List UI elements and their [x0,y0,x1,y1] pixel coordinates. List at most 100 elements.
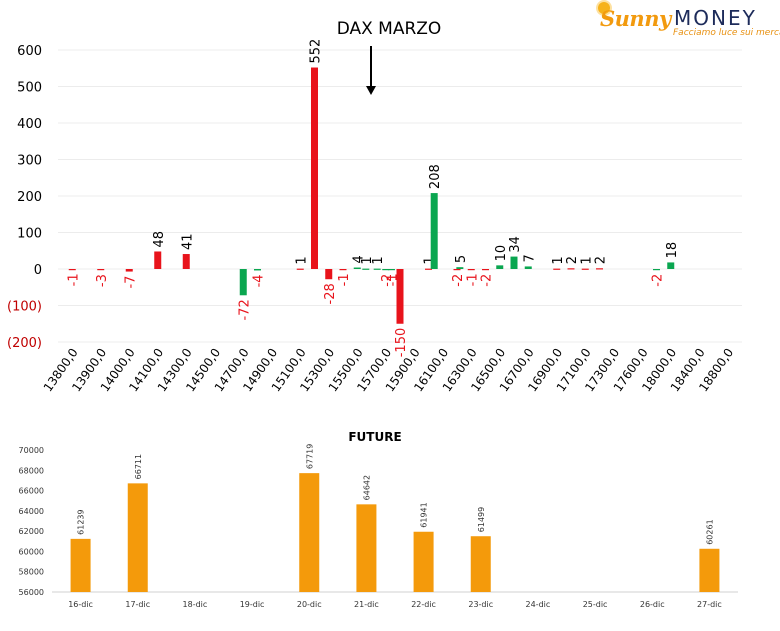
dax-data-label: 2 [594,256,609,264]
dax-data-label: -150 [394,328,409,358]
dax-y-tick-label: 600 [17,44,42,59]
future-chart-title: FUTURE [348,430,401,444]
dax-bar [396,269,404,324]
dax-bar [239,269,247,296]
future-y-tick-label: 60000 [19,547,44,556]
dax-y-tick-label: 400 [17,117,42,132]
dax-bar [125,269,133,272]
future-x-tick-label: 16-dic [68,600,93,609]
future-x-tick-label: 24-dic [526,600,551,609]
dax-bar [430,193,438,269]
dax-data-label: 1 [423,256,438,264]
dax-data-label: 10 [494,245,509,262]
future-x-tick-label: 17-dic [125,600,150,609]
dax-y-tick-label: 300 [17,154,42,169]
dax-bar [311,67,318,270]
dax-data-label: 1 [551,256,566,264]
future-data-label: 66711 [134,454,143,479]
dax-bar [596,268,603,270]
dax-bar [325,269,333,280]
dax-bar [553,268,561,270]
future-bar [70,538,91,592]
dax-data-label: -2 [380,274,395,287]
dax-bar [456,267,464,269]
dax-data-label: -2 [480,274,495,287]
dax-bar [496,265,504,269]
future-bar [470,536,491,592]
dax-y-tick-label: 100 [17,227,42,242]
future-y-tick-label: 58000 [19,568,44,577]
dax-chart-title: DAX MARZO [337,19,442,39]
dax-data-label: 1 [294,256,309,264]
dax-bar [425,268,432,270]
future-y-tick-label: 66000 [19,487,44,496]
future-x-tick-label: 22-dic [411,600,436,609]
dax-bar [362,268,370,270]
dax-bar [653,269,660,271]
dax-data-label: -1 [385,273,400,286]
dax-y-tick-label: 200 [17,190,42,205]
future-x-tick-label: 25-dic [583,600,608,609]
future-bar [299,473,320,592]
dax-bar [353,267,361,269]
dax-data-label: -3 [95,274,110,287]
dax-data-label: 34 [508,236,523,253]
sun-icon [598,2,610,14]
dax-bar [68,269,76,271]
dax-data-label: 48 [152,231,167,248]
dax-data-label: -2 [451,274,466,287]
dax-bar [382,269,390,271]
future-data-label: 67719 [305,444,314,469]
future-y-tick-label: 70000 [19,446,44,455]
dax-y-tick-label: (200) [7,336,42,351]
dax-arrow-head [366,86,376,95]
dax-y-tick-label: (100) [7,300,42,315]
brand-name-money: MONEY [674,6,757,30]
dax-data-label: -2 [651,274,666,287]
future-x-tick-label: 18-dic [183,600,208,609]
future-y-tick-label: 68000 [19,466,44,475]
dax-bar [296,268,304,270]
future-data-label: 61499 [477,507,486,532]
dax-bar [467,269,475,271]
future-bar [699,548,720,592]
dax-data-label: 208 [428,164,443,189]
brand-name-sunny: Sunny [600,6,671,31]
dax-bar [567,268,575,270]
brand-logo: Sunny MONEY Facciamo luce sui mercati [598,2,780,44]
future-y-tick-label: 62000 [19,527,44,536]
future-x-tick-label: 23-dic [468,600,493,609]
dax-data-label: -1 [337,273,352,286]
future-x-tick-label: 19-dic [240,600,265,609]
dax-data-label: 1 [579,256,594,264]
dax-bar [387,269,395,271]
dax-data-label: 41 [180,233,195,250]
dax-data-label: -28 [323,283,338,304]
dax-bar [373,268,381,270]
dax-data-label: -72 [237,299,252,320]
dax-bar [581,268,589,270]
brand-tagline: Facciamo luce sui mercati [673,28,780,38]
future-bar [127,483,148,592]
future-x-tick-label: 26-dic [640,600,665,609]
dax-bar [254,269,261,271]
dax-bar [510,256,518,269]
future-x-tick-label: 20-dic [297,600,322,609]
dax-data-label: 7 [522,254,537,262]
dax-data-label: 5 [454,255,469,263]
future-data-label: 61239 [77,509,86,534]
dax-y-tick-label: 0 [34,263,42,278]
future-y-tick-label: 64000 [19,507,44,516]
dax-data-label: 552 [309,39,324,64]
future-bar [356,504,377,592]
dax-bar [453,269,461,271]
future-y-tick-label: 56000 [19,588,44,597]
dax-y-tick-label: 500 [17,81,42,96]
dax-bar [339,269,347,271]
dax-data-label: 1 [360,256,375,264]
dax-data-label: -1 [66,273,81,286]
dax-data-label: -7 [123,276,138,289]
dax-data-label: 18 [665,242,680,259]
future-data-label: 61941 [420,502,429,527]
